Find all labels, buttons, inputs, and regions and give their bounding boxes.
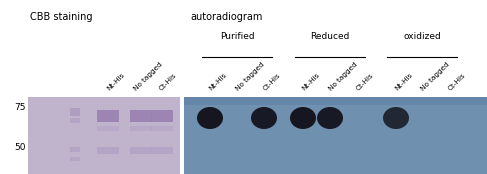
Text: No tagged: No tagged bbox=[133, 61, 164, 92]
Text: Nt-His: Nt-His bbox=[208, 72, 228, 92]
Bar bbox=[151, 147, 173, 154]
Text: oxidized: oxidized bbox=[403, 32, 441, 41]
Text: Reduced: Reduced bbox=[310, 32, 350, 41]
Bar bbox=[151, 126, 173, 131]
Bar bbox=[184, 97, 487, 105]
Bar bbox=[151, 110, 173, 122]
Ellipse shape bbox=[290, 107, 316, 129]
Ellipse shape bbox=[197, 107, 223, 129]
Text: Ct-His: Ct-His bbox=[355, 72, 375, 92]
Text: Nt-His: Nt-His bbox=[106, 72, 126, 92]
Bar bbox=[184, 97, 487, 174]
Text: CBB staining: CBB staining bbox=[30, 12, 93, 22]
Bar bbox=[70, 147, 80, 152]
Text: No tagged: No tagged bbox=[235, 61, 266, 92]
Text: Ct-His: Ct-His bbox=[447, 72, 467, 92]
Ellipse shape bbox=[317, 107, 343, 129]
Bar bbox=[130, 147, 152, 154]
Text: Nt-His: Nt-His bbox=[394, 72, 414, 92]
Bar bbox=[70, 118, 80, 123]
Text: No tagged: No tagged bbox=[328, 61, 359, 92]
Text: Ct-His: Ct-His bbox=[262, 72, 281, 92]
Bar bbox=[28, 97, 180, 174]
Ellipse shape bbox=[251, 107, 277, 129]
Bar bbox=[97, 147, 119, 154]
Bar bbox=[70, 108, 80, 116]
Bar bbox=[70, 157, 80, 161]
Bar bbox=[130, 110, 152, 122]
Bar bbox=[97, 126, 119, 131]
Text: autoradiogram: autoradiogram bbox=[190, 12, 262, 22]
Text: Nt-His: Nt-His bbox=[301, 72, 321, 92]
Text: Ct-His: Ct-His bbox=[158, 72, 177, 92]
Text: 75: 75 bbox=[15, 104, 26, 113]
Bar bbox=[97, 110, 119, 122]
Text: No tagged: No tagged bbox=[420, 61, 450, 92]
Ellipse shape bbox=[383, 107, 409, 129]
Text: Purified: Purified bbox=[220, 32, 254, 41]
Bar bbox=[130, 126, 152, 131]
Text: 50: 50 bbox=[15, 144, 26, 152]
